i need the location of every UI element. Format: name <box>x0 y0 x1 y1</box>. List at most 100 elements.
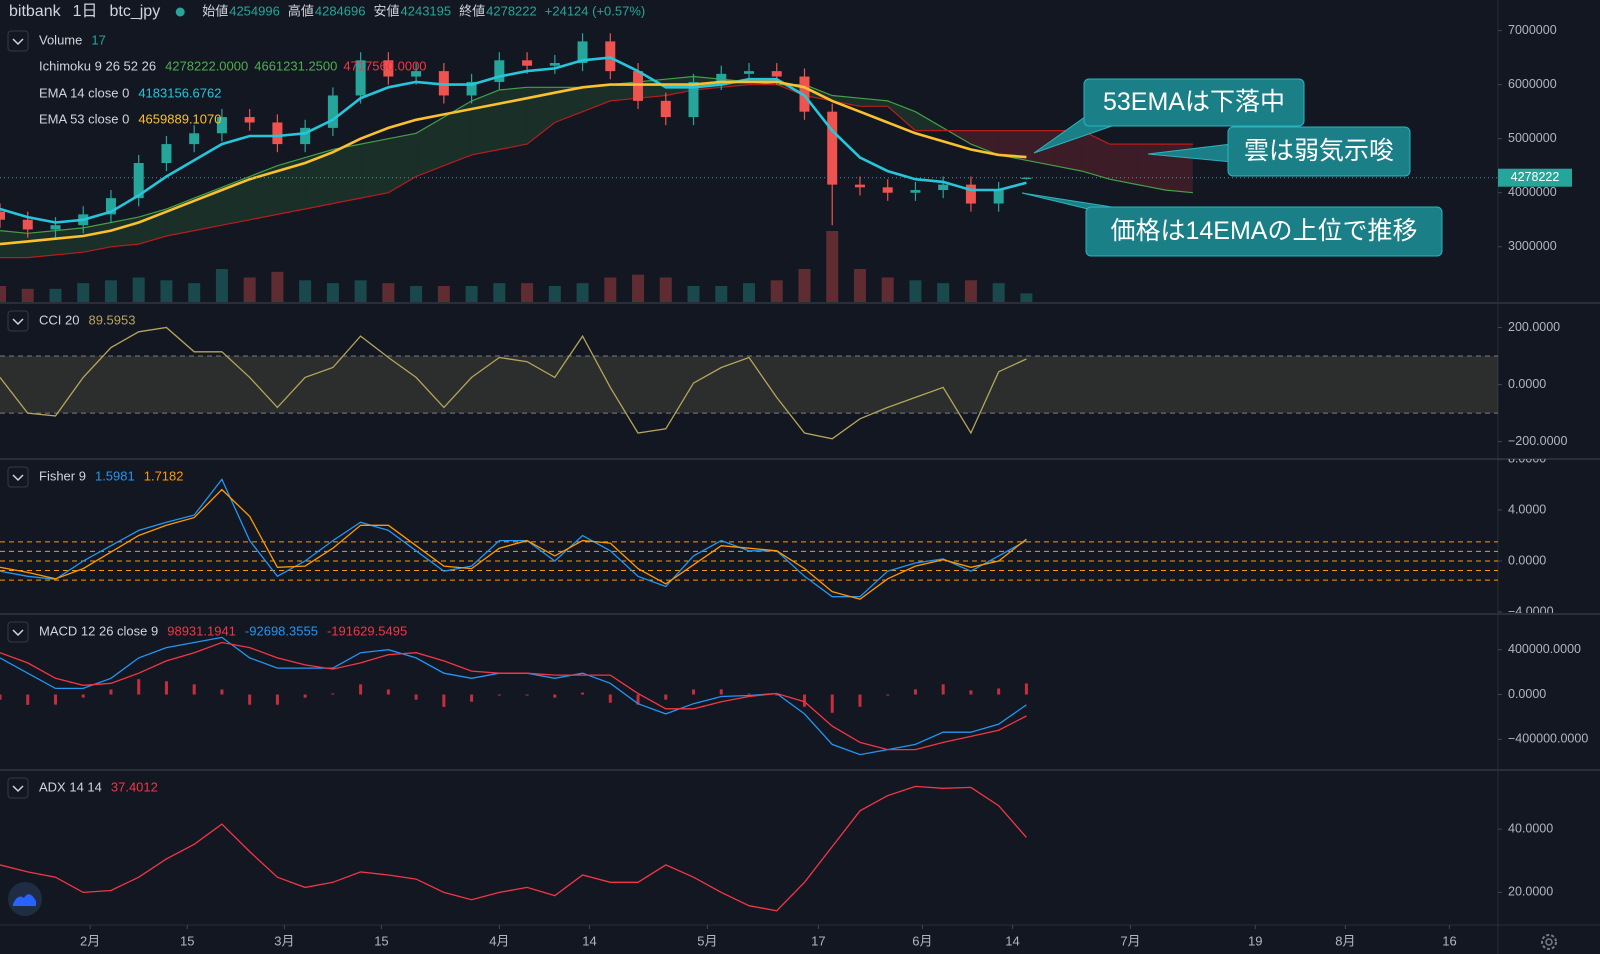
cloud-fill <box>832 95 860 107</box>
cloud-fill <box>998 130 1027 161</box>
settings-gear[interactable] <box>1541 934 1557 950</box>
collapse-button-box[interactable] <box>7 621 29 643</box>
histogram-bar <box>886 694 890 696</box>
status-dot <box>175 7 185 17</box>
cloud-span <box>0 84 1193 259</box>
volume-bar <box>215 268 228 303</box>
collapse-chevron[interactable] <box>12 474 24 482</box>
volume-bar <box>1020 293 1033 303</box>
histogram-bar <box>858 694 862 707</box>
cloud-fill <box>360 138 389 199</box>
collapse-button-box[interactable] <box>7 30 29 52</box>
legend-label: CCI 20 <box>39 312 79 327</box>
cloud-fill <box>887 100 916 131</box>
candle-body <box>522 60 533 66</box>
legend-label: EMA 14 close 0 <box>39 85 129 100</box>
volume-bar <box>715 285 728 303</box>
histogram-bar <box>608 694 612 703</box>
volume-bar <box>410 285 423 303</box>
volume-bar <box>604 277 617 303</box>
collapse-button[interactable] <box>7 777 29 799</box>
ema-line <box>0 80 1027 246</box>
ohlc-label: 高値 <box>288 3 314 18</box>
volume-bar <box>493 283 506 303</box>
callout-box <box>1085 206 1443 257</box>
x-tick-label: 16 <box>1442 933 1456 948</box>
collapse-button[interactable] <box>7 30 29 52</box>
candle-body <box>327 95 338 128</box>
logo[interactable] <box>8 882 42 916</box>
collapse-chevron[interactable] <box>12 318 24 326</box>
cloud-fill <box>499 87 528 150</box>
panel: 400000.0000 0.0000 −400000.0000 <box>0 636 1588 756</box>
cloud-fill <box>0 230 28 258</box>
x-tick-label: 2月 <box>80 933 100 948</box>
indicator-line <box>0 326 1027 440</box>
collapse-chevron[interactable] <box>12 785 24 793</box>
x-tick-label: 3月 <box>274 933 294 948</box>
y-tick-label: 5000000 <box>1508 131 1557 145</box>
y-tick-label: 6000000 <box>1508 77 1557 91</box>
candle-body <box>882 187 893 193</box>
volume-bar <box>632 274 645 303</box>
collapse-chevron[interactable] <box>12 629 24 637</box>
cloud-fill <box>527 87 555 145</box>
histogram-bar <box>275 694 279 705</box>
volume-bar <box>826 231 839 303</box>
histogram-bar <box>1024 683 1028 695</box>
gear-inner[interactable] <box>1545 938 1553 946</box>
x-tick-label: 14 <box>582 933 596 948</box>
volume-bar <box>132 277 145 303</box>
volume-bar <box>160 280 173 303</box>
collapse-chevron[interactable] <box>12 38 24 46</box>
ohlc-label: 安値 <box>373 3 399 18</box>
volume-bar <box>576 283 589 303</box>
candle-body <box>549 63 560 66</box>
volume-bar <box>243 277 256 303</box>
histogram-bar <box>997 688 1001 695</box>
cloud-fill <box>138 208 167 245</box>
gear-outer[interactable] <box>1541 934 1557 950</box>
candle-body <box>633 71 644 101</box>
band-fill <box>0 356 1498 414</box>
legend-value: 98931.1941 <box>167 623 236 638</box>
histogram-bar <box>913 689 917 695</box>
x-tick-label: 4月 <box>489 933 509 948</box>
collapse-button-box[interactable] <box>7 777 29 799</box>
x-tick-label: 8月 <box>1335 933 1355 948</box>
callout-box <box>1083 78 1305 127</box>
candle-body <box>383 60 394 77</box>
candle-body <box>910 190 921 193</box>
y-tick-label: 7000000 <box>1508 23 1557 37</box>
candle-body <box>272 122 283 145</box>
legend-value: 4661231.2500 <box>254 58 337 73</box>
volume-bar <box>548 285 561 303</box>
histogram-bar <box>581 692 585 695</box>
y-tick-label: 20.0000 <box>1508 885 1553 899</box>
collapse-button-box[interactable] <box>7 310 29 332</box>
collapse-button-box[interactable] <box>7 466 29 488</box>
histogram-bar <box>220 689 224 695</box>
candle-body <box>133 163 144 199</box>
candle-body <box>105 198 116 215</box>
volume-bar <box>437 285 450 303</box>
ohlc-label: 始値 <box>202 3 228 18</box>
legend-value: 4183156.6762 <box>138 85 221 100</box>
volume-bar <box>521 283 534 303</box>
collapse-button[interactable] <box>7 466 29 488</box>
volume-bar <box>188 283 201 303</box>
candle-body <box>189 133 200 145</box>
logo-icon[interactable] <box>13 894 36 906</box>
cloud-fill <box>332 144 361 204</box>
y-tick-label: 0.0000 <box>1508 377 1546 391</box>
collapse-button[interactable] <box>7 621 29 643</box>
candle-body <box>993 190 1004 204</box>
candle-body <box>771 71 782 77</box>
collapse-button[interactable] <box>7 310 29 332</box>
cloud-fill <box>249 165 278 220</box>
volume-bar <box>104 280 117 303</box>
y-tick-label: 0.0000 <box>1508 687 1546 701</box>
histogram-bar <box>164 681 168 695</box>
legend-value: 1.5981 <box>95 468 135 483</box>
